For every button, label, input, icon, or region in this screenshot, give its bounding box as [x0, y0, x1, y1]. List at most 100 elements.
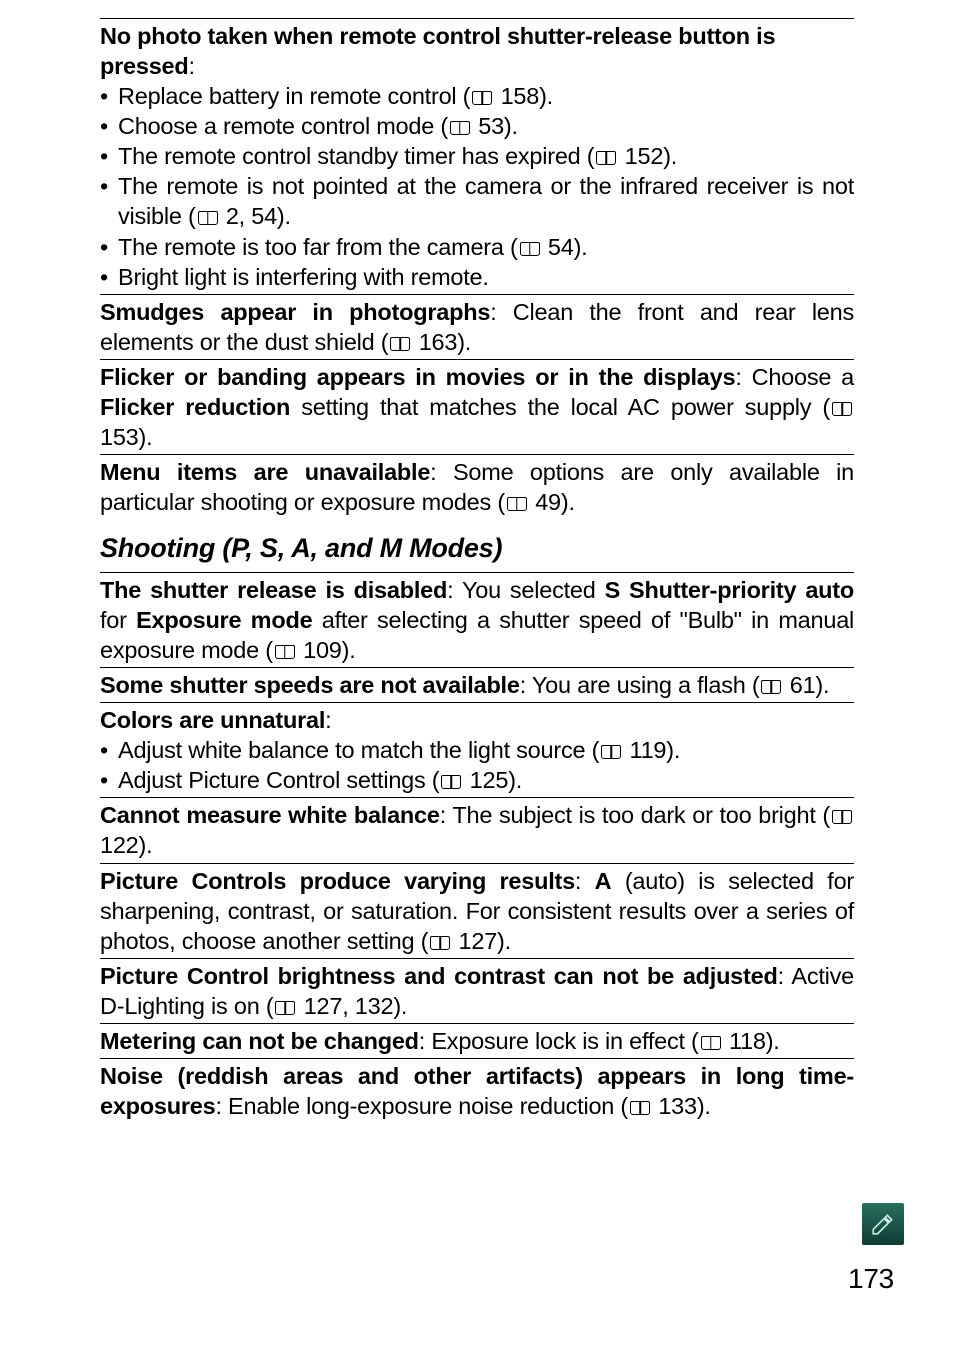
item-text: : You are using a flash ( — [520, 672, 760, 698]
troubleshoot-item: Colors are unnatural:•Adjust white balan… — [100, 702, 854, 797]
page-ref-icon — [472, 91, 492, 105]
bullet-text: Bright light is interfering with remote. — [118, 262, 854, 292]
section-heading: Shooting (P, S, A, and M Modes) — [100, 531, 854, 566]
troubleshoot-item: Flicker or banding appears in movies or … — [100, 359, 854, 454]
item-text: ). — [697, 1093, 711, 1119]
bullet-text: Choose a remote control mode ( 53). — [118, 111, 854, 141]
bullet-text: Replace battery in remote control ( 158)… — [118, 81, 854, 111]
item-label: Menu items are unavailable — [100, 459, 430, 485]
item-text: ). — [342, 637, 356, 663]
item-label: Colors are unnatural — [100, 707, 325, 733]
item-label: Picture Controls produce varying results — [100, 868, 575, 894]
page-ref-icon — [390, 337, 410, 351]
page-ref-icon — [832, 402, 852, 416]
bullet-text: The remote is too far from the camera ( … — [118, 232, 854, 262]
page-ref: 127, 132 — [304, 993, 394, 1019]
page-ref-icon — [450, 121, 470, 135]
page-ref: 153 — [100, 424, 139, 450]
item-text: : The subject is too dark or too bright … — [440, 802, 830, 828]
section-2: The shutter release is disabled: You sel… — [100, 572, 854, 1123]
item-text: ). — [139, 424, 153, 450]
item-text: ). — [561, 489, 575, 515]
bullet-item: •The remote is not pointed at the camera… — [100, 171, 854, 231]
troubleshoot-item: The shutter release is disabled: You sel… — [100, 572, 854, 667]
page-ref-icon — [275, 1001, 295, 1015]
bullet-dot: • — [100, 262, 118, 292]
bullet-dot: • — [100, 171, 118, 231]
bullet-text: Adjust white balance to match the light … — [118, 735, 854, 765]
item-text: ). — [139, 832, 153, 858]
troubleshoot-item: Some shutter speeds are not available: Y… — [100, 667, 854, 702]
item-text: : You selected — [447, 577, 605, 603]
troubleshoot-item: Noise (reddish areas and other artifacts… — [100, 1058, 854, 1123]
page-ref-icon — [275, 645, 295, 659]
item-text: : Exposure lock is in effect ( — [419, 1028, 699, 1054]
page-ref-icon — [761, 680, 781, 694]
page-ref-icon — [430, 936, 450, 950]
item-bold: Flicker reduc — [100, 394, 248, 420]
page-ref-icon — [441, 775, 461, 789]
troubleshoot-item: Metering can not be changed: Exposure lo… — [100, 1023, 854, 1058]
bullet-dot: • — [100, 111, 118, 141]
item-text: : — [189, 53, 195, 79]
page-ref: 118 — [729, 1028, 766, 1054]
bullet-text: The remote control standby timer has exp… — [118, 141, 854, 171]
item-text: ). — [815, 672, 829, 698]
bullet-item: •Bright light is interfering with remote… — [100, 262, 854, 292]
item-bold: tion — [248, 394, 290, 420]
bullet-item: •The remote control standby timer has ex… — [100, 141, 854, 171]
item-label: The shutter release is disabled — [100, 577, 447, 603]
appendix-icon — [862, 1203, 904, 1245]
troubleshoot-item: Smudges appear in photographs: Clean the… — [100, 294, 854, 359]
bullet-dot: • — [100, 765, 118, 795]
troubleshoot-item: Cannot measure white balance: The subjec… — [100, 797, 854, 862]
item-text: ). — [457, 329, 471, 355]
item-text: : — [575, 868, 595, 894]
troubleshoot-item: Picture Control brightness and contrast … — [100, 958, 854, 1023]
item-text: for — [100, 607, 136, 633]
troubleshoot-item: Menu items are unavailable: Some options… — [100, 454, 854, 519]
bullet-item: •Replace battery in remote control ( 158… — [100, 81, 854, 111]
item-bold: S Shutter-priority auto — [605, 577, 854, 603]
page-ref-icon — [601, 745, 621, 759]
bullet-dot: • — [100, 232, 118, 262]
page-ref-icon — [630, 1101, 650, 1115]
item-label: Smudges appear in photographs — [100, 299, 490, 325]
item-text: ). — [766, 1028, 780, 1054]
item-label: No photo taken when remote control shutt… — [100, 23, 775, 79]
page-ref-icon — [596, 151, 616, 165]
page-ref-icon — [507, 497, 527, 511]
bullet-dot: • — [100, 141, 118, 171]
page-ref: 49 — [535, 489, 561, 515]
page-ref: 61 — [790, 672, 816, 698]
item-text: setting that matches the local AC power … — [290, 394, 830, 420]
item-text: ). — [497, 928, 511, 954]
page-number: 173 — [848, 1261, 894, 1297]
item-label: Metering can not be changed — [100, 1028, 419, 1054]
item-text: : Enable long-exposure noise reduction ( — [215, 1093, 628, 1119]
bullet-item: •Adjust Picture Control settings ( 125). — [100, 765, 854, 795]
item-bold: A — [595, 868, 612, 894]
page-ref: 109 — [303, 637, 342, 663]
bullet-dot: • — [100, 81, 118, 111]
page-ref: 133 — [658, 1093, 697, 1119]
page-ref: 122 — [100, 832, 139, 858]
bullet-item: •Adjust white balance to match the light… — [100, 735, 854, 765]
bullet-dot: • — [100, 735, 118, 765]
page-ref: 163 — [419, 329, 458, 355]
section-1: No photo taken when remote control shutt… — [100, 18, 854, 519]
item-label: Flicker or banding appears in movies or … — [100, 364, 735, 390]
item-bold: Exposure mode — [136, 607, 312, 633]
bullet-item: •Choose a remote control mode ( 53). — [100, 111, 854, 141]
page-ref: 127 — [459, 928, 498, 954]
page-ref-icon — [832, 810, 852, 824]
page-ref-icon — [701, 1036, 721, 1050]
item-text: : — [325, 707, 331, 733]
item-label: Some shutter speeds are not available — [100, 672, 520, 698]
bullet-item: •The remote is too far from the camera (… — [100, 232, 854, 262]
page-ref-icon — [198, 211, 218, 225]
bullet-text: The remote is not pointed at the camera … — [118, 171, 854, 231]
item-label: Picture Control brightness and contrast … — [100, 963, 778, 989]
troubleshoot-item: Picture Controls produce varying results… — [100, 863, 854, 958]
page-ref-icon — [520, 242, 540, 256]
